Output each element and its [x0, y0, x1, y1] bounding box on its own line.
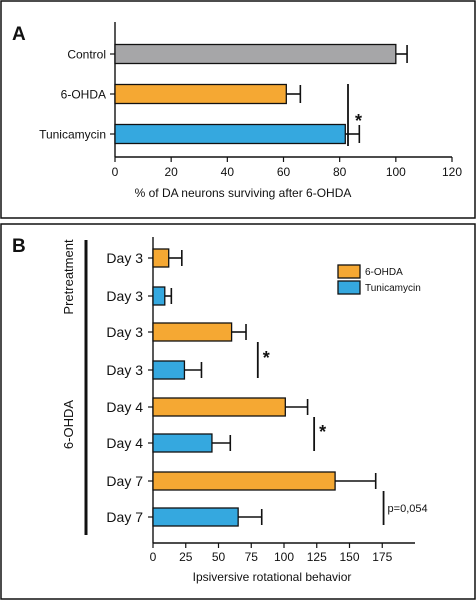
x-tick-label: 80 — [333, 165, 347, 179]
category-label: Day 4 — [106, 399, 143, 415]
category-label: Day 3 — [106, 288, 143, 304]
panel-a-frame — [0, 0, 476, 219]
panel-a-x-axis-title: % of DA neurons surviving after 6-OHDA — [135, 186, 352, 200]
x-tick-label: 175 — [372, 550, 392, 564]
bar — [152, 397, 286, 417]
x-tick-label: 50 — [212, 550, 226, 564]
group-label: Pretreatment — [61, 239, 76, 315]
panel-b-plot: 0 25 50 75 100 125 150 175 Day 3 Day 3 Day 3 Day 3 D… — [61, 237, 428, 564]
category-label: Day 7 — [106, 509, 143, 525]
x-tick-label: 40 — [221, 165, 235, 179]
category-label: Day 4 — [106, 435, 143, 451]
bar — [114, 123, 346, 145]
panel-b-label: B — [12, 236, 26, 257]
bar — [152, 507, 239, 527]
x-tick-label: 125 — [307, 550, 327, 564]
category-label: Day 3 — [106, 250, 143, 266]
legend-swatch-6ohda — [337, 264, 361, 279]
group-label: 6-OHDA — [61, 400, 76, 449]
bar — [152, 248, 170, 268]
bar — [152, 286, 166, 306]
significance-label: * — [355, 111, 362, 131]
legend: 6-OHDA Tunicamycin — [337, 264, 421, 295]
category-label: Tunicamycin — [39, 128, 106, 142]
panel-a-label: A — [12, 24, 26, 45]
x-tick-label: 75 — [245, 550, 259, 564]
x-tick-label: 20 — [164, 165, 178, 179]
bar — [152, 471, 336, 491]
x-tick-label: 120 — [442, 165, 462, 179]
category-label: Day 7 — [106, 473, 143, 489]
significance-label: * — [263, 348, 270, 368]
panel-a-plot: 0 20 40 60 80 100 120 Control 6-OHDA Tunicamycin * — [39, 22, 462, 179]
category-label: Day 3 — [106, 324, 143, 340]
x-tick-label: 0 — [112, 165, 119, 179]
x-tick-label: 60 — [277, 165, 291, 179]
legend-swatch-tunicamycin — [337, 280, 361, 295]
x-tick-label: 25 — [179, 550, 193, 564]
x-tick-label: 100 — [274, 550, 294, 564]
category-label: 6-OHDA — [61, 88, 106, 102]
bar — [114, 83, 287, 105]
legend-label-6ohda: 6-OHDA — [365, 267, 403, 278]
panel-b-x-axis-title: Ipsiversive rotational behavior — [193, 570, 352, 584]
x-tick-label: 150 — [339, 550, 359, 564]
bar — [114, 43, 397, 65]
bar — [152, 433, 213, 453]
x-tick-label: 0 — [150, 550, 157, 564]
significance-label: p=0,054 — [388, 503, 428, 515]
legend-label-tunicamycin: Tunicamycin — [365, 283, 421, 294]
bar — [152, 360, 186, 380]
x-tick-label: 100 — [386, 165, 406, 179]
significance-label: * — [319, 422, 326, 442]
category-label: Day 3 — [106, 362, 143, 378]
bar — [152, 322, 233, 342]
panel-b-frame — [0, 223, 476, 600]
category-label: Control — [67, 48, 106, 62]
